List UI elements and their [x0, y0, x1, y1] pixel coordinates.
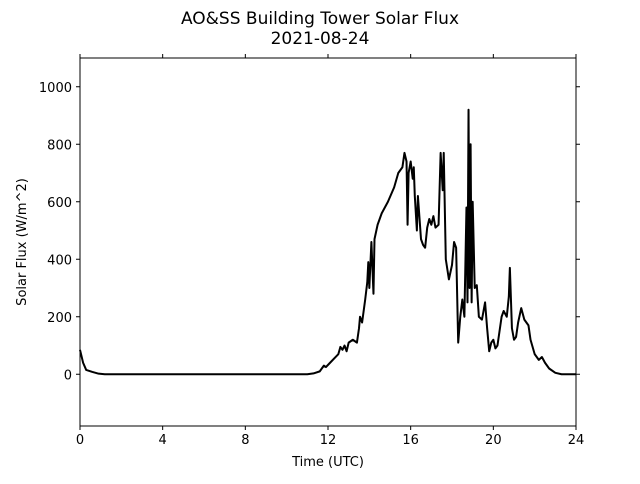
x-tick-label: 24 — [568, 433, 585, 448]
y-tick-label: 800 — [47, 138, 72, 153]
chart-subtitle: 2021-08-24 — [271, 29, 370, 49]
chart-title: AO&SS Building Tower Solar Flux — [181, 9, 459, 29]
x-tick-label: 12 — [320, 433, 337, 448]
y-tick-label: 600 — [47, 196, 72, 211]
y-tick-label: 200 — [47, 311, 72, 326]
y-axis-label: Solar Flux (W/m^2) — [15, 178, 30, 306]
x-tick-label: 16 — [402, 433, 419, 448]
y-tick-label: 400 — [47, 253, 72, 268]
y-tick-label: 1000 — [39, 81, 72, 96]
y-tick-label: 0 — [64, 368, 72, 383]
flux-line — [79, 108, 576, 376]
x-tick-label: 0 — [76, 433, 84, 448]
x-axis-label: Time (UTC) — [291, 455, 364, 470]
x-tick-label: 20 — [485, 433, 502, 448]
x-tick-label: 8 — [241, 433, 249, 448]
x-tick-label: 4 — [159, 433, 167, 448]
plot-frame — [79, 57, 577, 427]
